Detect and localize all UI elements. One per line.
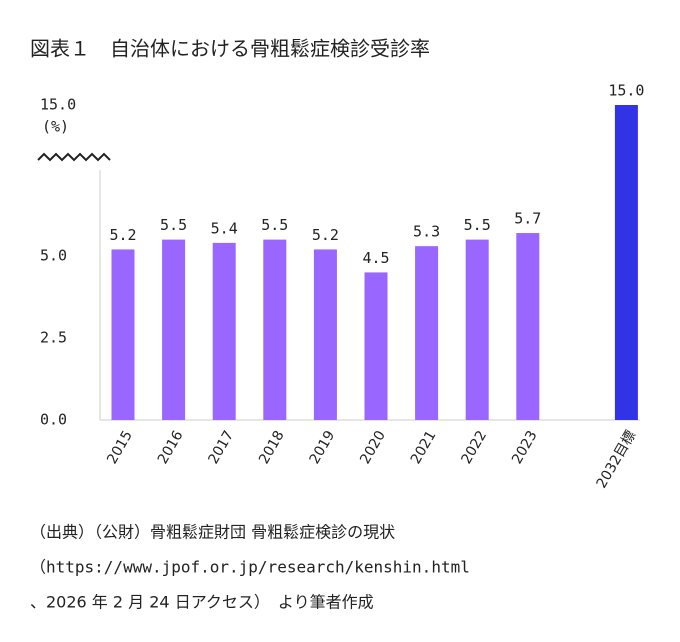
value-label: 5.2	[109, 226, 136, 244]
bar	[465, 239, 489, 420]
y-tick-label: 2.5	[40, 329, 67, 347]
x-tick-label: 2017	[205, 428, 237, 467]
bar	[263, 239, 287, 420]
bar	[313, 249, 337, 420]
y-tick-label: 15.0	[40, 96, 76, 114]
x-tick-label: 2022	[458, 428, 490, 467]
bar	[614, 105, 638, 420]
axis-break	[37, 152, 111, 162]
y-tick-label: 5.0	[40, 247, 67, 265]
bar	[364, 272, 388, 420]
value-label: 15.0	[608, 82, 644, 100]
x-tick-label: 2032目標	[594, 428, 640, 491]
x-tick-label: 2023	[509, 428, 541, 467]
chart-title: 図表１ 自治体における骨粗鬆症検診受診率	[30, 37, 430, 61]
y-tick-label: 0.0	[40, 411, 67, 429]
value-label: 4.5	[362, 249, 389, 267]
value-label: 5.7	[514, 210, 541, 228]
x-tick-label: 2016	[155, 428, 187, 467]
value-label: 5.5	[261, 216, 288, 234]
source-line: （出典）（公財）骨粗鬆症財団 骨粗鬆症検診の現状	[30, 523, 395, 542]
value-label: 5.3	[413, 223, 440, 241]
value-label: 5.5	[160, 216, 187, 234]
x-tick-label: 2021	[408, 428, 440, 467]
bar	[516, 233, 540, 420]
value-label: 5.4	[211, 219, 238, 237]
bar	[111, 249, 135, 420]
value-label: 5.5	[464, 216, 491, 234]
x-tick-label: 2015	[104, 428, 136, 467]
bar	[212, 242, 236, 420]
x-tick-label: 2018	[256, 428, 288, 467]
x-tick-label: 2020	[357, 428, 389, 467]
source-line: （https://www.jpof.or.jp/research/kenshin…	[30, 558, 470, 577]
bar	[162, 239, 186, 420]
bar	[415, 246, 439, 420]
y-unit: (%)	[42, 118, 69, 136]
x-tick-label: 2019	[307, 428, 339, 467]
value-label: 5.2	[312, 226, 339, 244]
source-line: 、2026 年 2 月 24 日アクセス） より筆者作成	[30, 593, 374, 612]
